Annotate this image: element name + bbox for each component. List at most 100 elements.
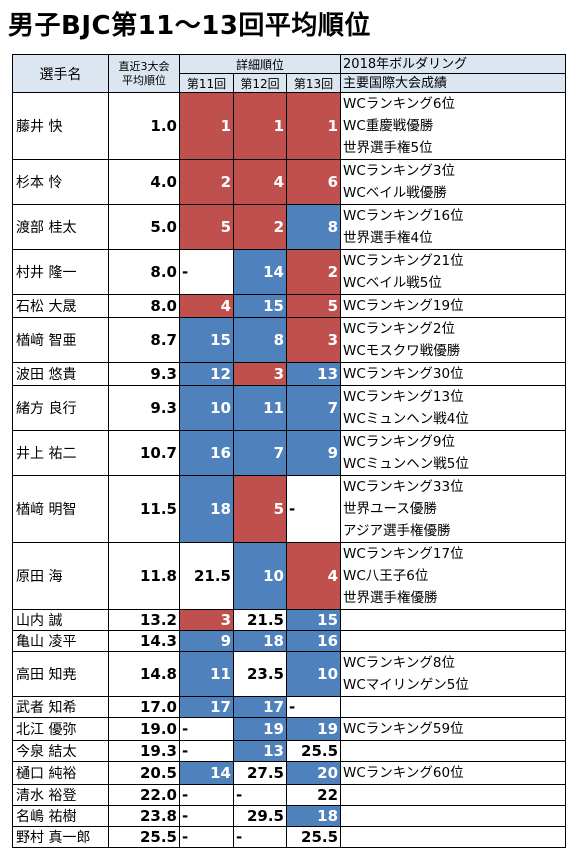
table-row: 野村 真一郎 25.5- -25.5 <box>12 826 567 848</box>
result-line: 世界選手権優勝 <box>343 590 438 606</box>
athlete-name: 藤井 快 <box>12 92 109 160</box>
event-13-rank: 22 <box>285 784 342 806</box>
table-row: 井上 祐二 10.7 16 7 9 WCランキング9位 WCミュンヘン戦5位 <box>12 430 567 476</box>
result-line: WCベイル戦優勝 <box>343 185 447 201</box>
event-12-rank: 14 <box>233 249 287 295</box>
event-12-rank: 10 <box>233 542 287 610</box>
average-rank: 9.3 <box>108 385 180 431</box>
international-results: WCランキング17位 WC八王子6位 世界選手権優勝 <box>340 542 567 610</box>
table-row: 亀山 凌平 14.3 9 18 16 <box>12 630 567 652</box>
event-12-rank: - <box>233 784 287 806</box>
athlete-name: 樋口 純裕 <box>12 761 109 785</box>
table-body: 藤井 快 1.0 1 1 1 WCランキング6位 WC重慶戦優勝 世界選手権5位 杉本 怜 4.0… <box>12 92 567 848</box>
event-13-rank: 6 <box>285 159 342 205</box>
international-results <box>340 826 567 848</box>
international-results <box>340 805 567 827</box>
header-event-13: 第13回 <box>285 73 342 93</box>
table-row: 石松 大晟 8.0 4 15 5 WCランキング19位 <box>12 294 567 318</box>
international-results <box>340 630 567 652</box>
result-line: WCランキング17位 <box>343 546 464 562</box>
header-results-line2: 主要国際大会成績 <box>340 73 567 93</box>
event-11-rank: 18 <box>179 475 234 543</box>
table-row: 村井 隆一 8.0-14 2 WCランキング21位 WCベイル戦5位 <box>12 249 567 295</box>
result-line: WCミュンヘン戦5位 <box>343 456 469 472</box>
international-results: WCランキング6位 WC重慶戦優勝 世界選手権5位 <box>340 92 567 160</box>
international-results: WCランキング3位 WCベイル戦優勝 <box>340 159 567 205</box>
athlete-name: 緒方 良行 <box>12 385 109 431</box>
table-row: 渡部 桂太 5.0 5 2 8 WCランキング16位 世界選手権4位 <box>12 204 567 250</box>
event-11-rank: - <box>179 826 234 848</box>
international-results: WCランキング16位 世界選手権4位 <box>340 204 567 250</box>
event-13-rank: 13 <box>285 362 342 386</box>
event-13-rank: 2 <box>285 249 342 295</box>
athlete-name: 高田 知尭 <box>12 651 109 697</box>
international-results <box>340 609 567 631</box>
international-results: WCランキング21位 WCベイル戦5位 <box>340 249 567 295</box>
event-11-rank: 17 <box>179 696 234 718</box>
table-row: 波田 悠貴 9.3 12 3 13 WCランキング30位 <box>12 362 567 386</box>
athlete-name: 清水 裕登 <box>12 784 109 806</box>
result-line: WCランキング8位 <box>343 655 455 671</box>
athlete-name: 亀山 凌平 <box>12 630 109 652</box>
header-average-line1: 直近3大会 <box>118 59 170 73</box>
event-12-rank: 17 <box>233 696 287 718</box>
event-12-rank: 4 <box>233 159 287 205</box>
result-line: WCモスクワ戦優勝 <box>343 343 461 359</box>
header-average-line2: 平均順位 <box>122 73 166 87</box>
event-11-rank: 3 <box>179 609 234 631</box>
page-title: 男子BJC第11〜13回平均順位 <box>8 11 371 41</box>
event-11-rank: 11 <box>179 651 234 697</box>
athlete-name: 井上 祐二 <box>12 430 109 476</box>
result-line: アジア選手権優勝 <box>343 523 451 539</box>
event-13-rank: 19 <box>285 717 342 741</box>
event-11-rank: 12 <box>179 362 234 386</box>
average-rank: 8.0 <box>108 294 180 318</box>
athlete-name: 今泉 結太 <box>12 740 109 762</box>
international-results: WCランキング60位 <box>340 761 567 785</box>
header-average: 直近3大会 平均順位 <box>108 54 180 93</box>
event-13-rank: 18 <box>285 805 342 827</box>
result-line: WC八王子6位 <box>343 568 429 584</box>
header-event-12: 第12回 <box>233 73 287 93</box>
result-line: 世界ユース優勝 <box>343 501 437 517</box>
result-line: WCベイル戦5位 <box>343 275 442 291</box>
event-11-rank: 1 <box>179 92 234 160</box>
event-12-rank: 29.5 <box>233 805 287 827</box>
event-12-rank: 8 <box>233 317 287 363</box>
event-13-rank: 1 <box>285 92 342 160</box>
table-row: 楢﨑 智亜 8.7 15 8 3 WCランキング2位 WCモスクワ戦優勝 <box>12 317 567 363</box>
athlete-name: 渡部 桂太 <box>12 204 109 250</box>
table-row: 藤井 快 1.0 1 1 1 WCランキング6位 WC重慶戦優勝 世界選手権5位 <box>12 92 567 160</box>
athlete-name: 武者 知希 <box>12 696 109 718</box>
event-12-rank: 23.5 <box>233 651 287 697</box>
result-line: WCランキング16位 <box>343 208 464 224</box>
international-results <box>340 784 567 806</box>
result-line: WCランキング21位 <box>343 253 464 269</box>
table-row: 山内 誠 13.2 3 21.5 15 <box>12 609 567 631</box>
table-row: 今泉 結太 19.3-13 25.5 <box>12 740 567 762</box>
event-13-rank: 8 <box>285 204 342 250</box>
event-12-rank: 18 <box>233 630 287 652</box>
event-13-rank: 25.5 <box>285 740 342 762</box>
event-12-rank: 5 <box>233 475 287 543</box>
event-11-rank: 10 <box>179 385 234 431</box>
table-row: 原田 海 11.8 21.5 10 4 WCランキング17位 WC八王子6位 世界選手権優勝 <box>12 542 567 610</box>
average-rank: 20.5 <box>108 761 180 785</box>
average-rank: 1.0 <box>108 92 180 160</box>
result-line: WCランキング30位 <box>343 366 464 382</box>
event-13-rank: 20 <box>285 761 342 785</box>
result-line: WCマイリンゲン5位 <box>343 677 469 693</box>
event-12-rank: 21.5 <box>233 609 287 631</box>
event-13-rank: - <box>285 475 342 543</box>
athlete-name: 波田 悠貴 <box>12 362 109 386</box>
international-results <box>340 696 567 718</box>
event-13-rank: - <box>285 696 342 718</box>
athlete-name: 山内 誠 <box>12 609 109 631</box>
average-rank: 14.8 <box>108 651 180 697</box>
result-line: WCランキング2位 <box>343 321 455 337</box>
table-row: 緒方 良行 9.3 10 11 7 WCランキング13位 WCミュンヘン戦4位 <box>12 385 567 431</box>
result-line: WCランキング6位 <box>343 96 455 112</box>
event-13-rank: 15 <box>285 609 342 631</box>
event-11-rank: - <box>179 717 234 741</box>
header-event-11: 第11回 <box>179 73 234 93</box>
